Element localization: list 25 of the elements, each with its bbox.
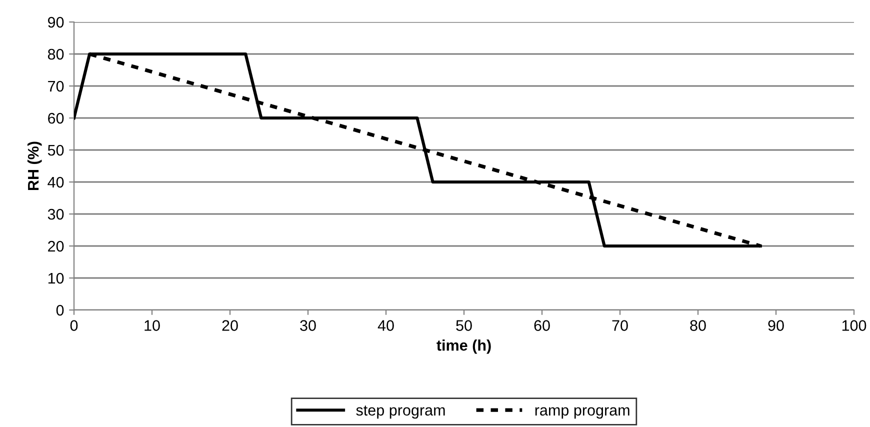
legend-label: step program (356, 406, 445, 419)
y-tick-label: 40 (48, 176, 64, 188)
y-tick-label: 30 (48, 208, 64, 220)
x-tick-label: 40 (378, 320, 394, 331)
legend-label: ramp program (535, 407, 630, 419)
x-tick-label: 50 (456, 320, 472, 331)
x-tick-label: 10 (144, 320, 160, 331)
x-tick-label: 90 (768, 320, 784, 331)
y-tick-label: 0 (56, 304, 64, 316)
x-tick-label: 80 (690, 320, 706, 331)
x-tick-label: 100 (842, 320, 866, 331)
x-tick-label: 70 (612, 320, 628, 331)
y-tick-label: 90 (48, 16, 64, 28)
y-tick-label: 70 (48, 80, 64, 92)
x-tick-label: 30 (300, 320, 316, 331)
y-tick-label: 50 (48, 144, 64, 156)
y-tick-label: 20 (48, 240, 64, 252)
x-tick-label: 20 (222, 320, 238, 331)
y-tick-label: 80 (48, 48, 64, 60)
x-tick-label: 0 (70, 320, 78, 331)
y-tick-label: 60 (48, 112, 64, 124)
x-axis-title: time (h) (436, 340, 491, 354)
y-tick-label: 10 (48, 272, 64, 284)
x-tick-label: 60 (534, 320, 550, 331)
y-axis-title: RH (%) (27, 142, 42, 190)
